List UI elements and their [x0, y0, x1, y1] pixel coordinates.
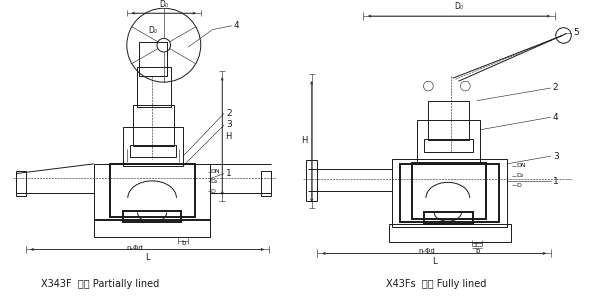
Text: H: H — [225, 132, 232, 141]
Text: X343F  半衬 Partially lined: X343F 半衬 Partially lined — [41, 279, 159, 289]
Text: n-Φd: n-Φd — [418, 247, 435, 253]
Bar — [261, 171, 271, 196]
Bar — [424, 138, 473, 152]
Bar — [424, 213, 473, 224]
Bar — [412, 163, 486, 219]
Bar — [417, 120, 480, 164]
Text: 4: 4 — [234, 21, 239, 30]
Bar — [400, 164, 499, 222]
Text: 2: 2 — [226, 109, 232, 118]
Bar — [123, 127, 183, 166]
Text: D₂: D₂ — [516, 173, 523, 178]
Text: 3: 3 — [553, 152, 559, 160]
Bar — [137, 67, 171, 107]
Text: L: L — [432, 257, 436, 266]
Text: X43Fs  全衬 Fully lined: X43Fs 全衬 Fully lined — [386, 279, 487, 289]
Text: f: f — [475, 242, 478, 248]
Text: DN: DN — [516, 163, 525, 168]
Bar — [140, 42, 167, 76]
Text: L: L — [145, 253, 150, 262]
Bar — [130, 145, 177, 157]
Bar — [389, 224, 511, 242]
Text: D: D — [211, 189, 216, 194]
Text: D: D — [516, 183, 521, 188]
Text: b: b — [181, 240, 186, 246]
Text: 5: 5 — [573, 28, 579, 37]
Bar — [123, 210, 181, 222]
Bar — [16, 171, 26, 196]
Bar — [94, 164, 211, 220]
Bar — [133, 105, 174, 146]
Text: D₂: D₂ — [211, 179, 218, 184]
Text: b: b — [475, 247, 479, 253]
Text: D₀: D₀ — [159, 0, 168, 9]
Text: D₀: D₀ — [454, 2, 463, 11]
Text: H: H — [301, 136, 307, 145]
Text: 1: 1 — [553, 177, 559, 186]
Bar — [110, 164, 195, 217]
Bar — [94, 219, 211, 237]
Text: 4: 4 — [553, 113, 558, 122]
Bar — [429, 101, 469, 140]
Text: D₀: D₀ — [148, 26, 157, 35]
Bar — [306, 160, 318, 201]
Text: 1: 1 — [226, 169, 232, 178]
Text: n-Φd: n-Φd — [126, 245, 143, 251]
Text: 2: 2 — [553, 83, 558, 92]
Text: 3: 3 — [226, 120, 232, 129]
Bar — [392, 159, 507, 227]
Text: DN: DN — [211, 169, 220, 174]
